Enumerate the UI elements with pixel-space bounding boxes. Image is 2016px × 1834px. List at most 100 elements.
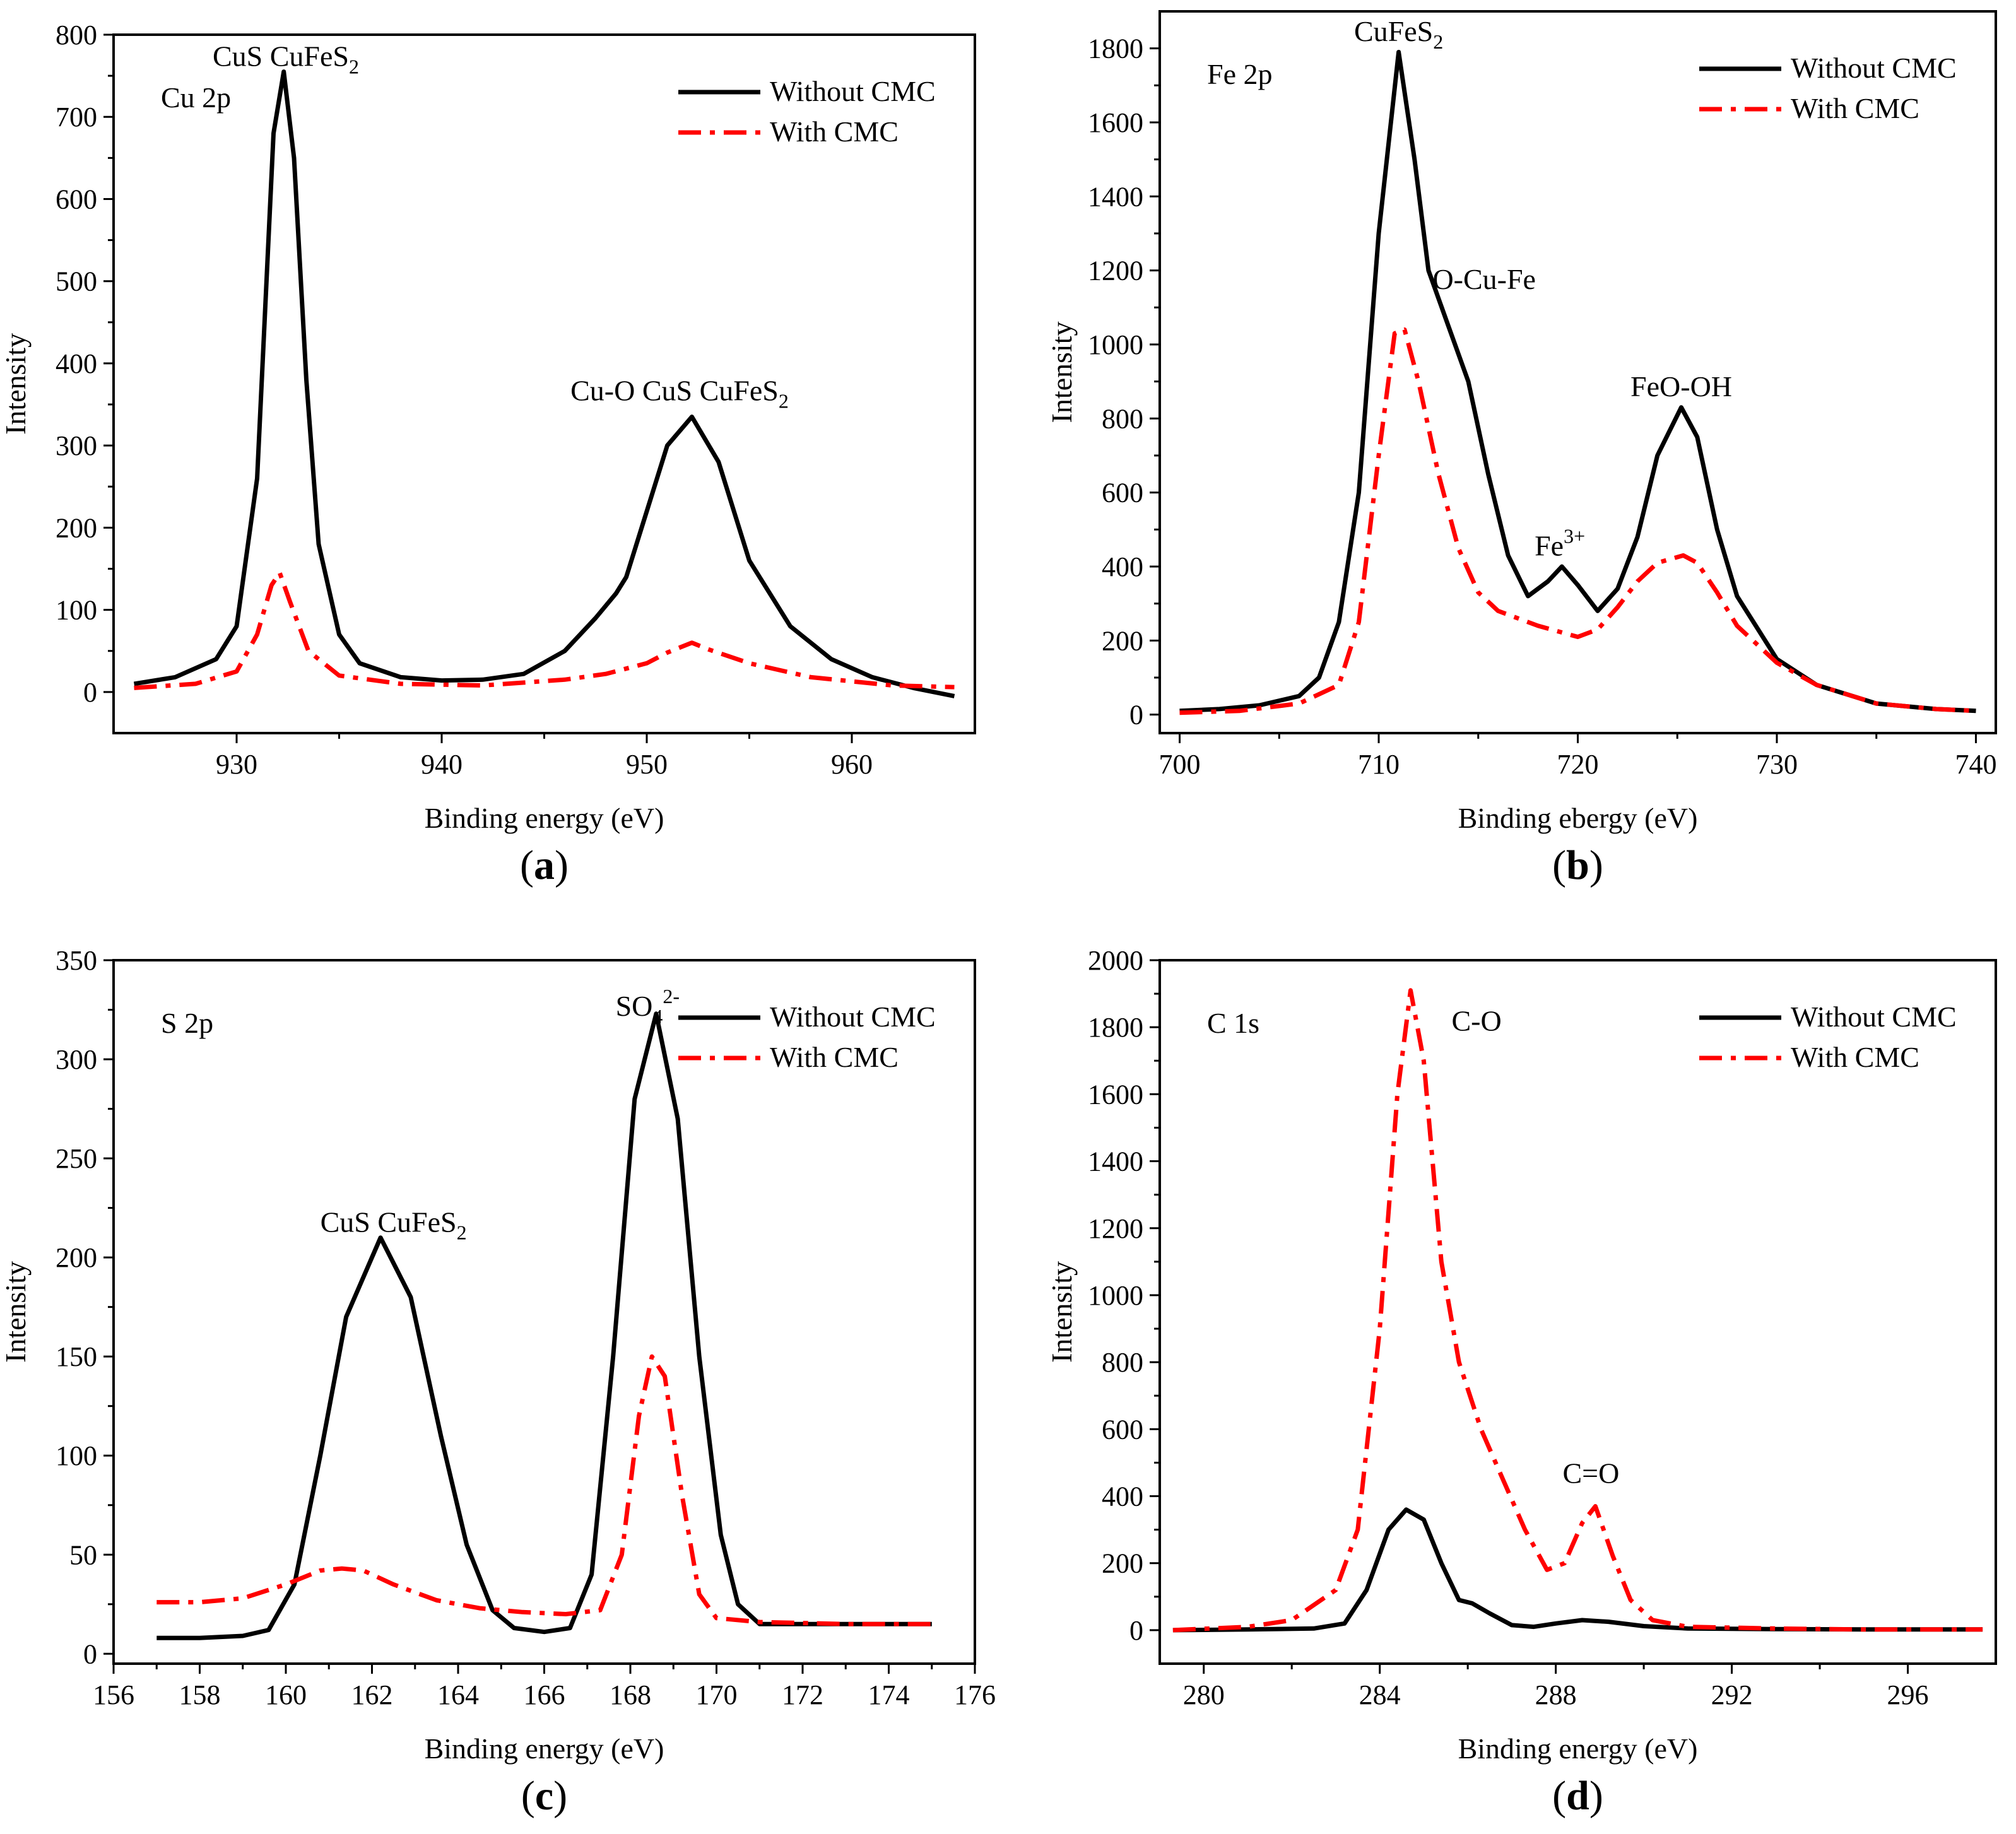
caption-letter: b — [1566, 842, 1589, 888]
y-tick-label: 400 — [1102, 1481, 1143, 1512]
y-tick-label: 200 — [56, 1242, 97, 1273]
x-tick-label: 710 — [1358, 749, 1400, 780]
y-tick-label: 600 — [56, 184, 97, 215]
y-axis-title: Intensity — [0, 333, 32, 435]
peak-annotation-part: 2 — [457, 1221, 467, 1243]
series-line-with-cmc — [134, 570, 955, 690]
y-tick-label: 200 — [56, 512, 97, 543]
peak-annotation-part: CuFeS — [1354, 15, 1433, 47]
x-axis-title: Binding energy (eV) — [425, 1732, 664, 1765]
caption-paren: ) — [1589, 842, 1603, 888]
series-line-without-cmc — [133, 69, 955, 698]
peak-annotation-part: 2 — [349, 55, 359, 78]
peak-annotation: Fe3+ — [1535, 524, 1585, 561]
x-tick-label: 168 — [610, 1679, 651, 1710]
y-tick-label: 250 — [56, 1143, 97, 1174]
panel-element-label: Cu 2p — [161, 81, 231, 114]
y-tick-label: 100 — [56, 1440, 97, 1471]
y-axis-title: Intensity — [1046, 322, 1078, 423]
peak-annotation: SO42- — [616, 985, 680, 1028]
panel-element-label: S 2p — [161, 1007, 213, 1039]
series-line-with-cmc — [1179, 327, 1976, 715]
series-line-without-cmc — [1172, 1507, 1983, 1633]
panel-caption: (b) — [1552, 842, 1603, 888]
x-tick-label: 164 — [437, 1679, 479, 1710]
plot-frame — [1158, 959, 1997, 1665]
y-tick-label: 200 — [1102, 1548, 1143, 1579]
caption-paren: ( — [520, 842, 534, 888]
panel-caption: (c) — [521, 1773, 567, 1819]
y-tick-label: 1400 — [1088, 181, 1143, 212]
x-axis-title: Binding energy (eV) — [1458, 1732, 1698, 1765]
peak-annotation: CuS CuFeS2 — [321, 1206, 467, 1243]
y-tick-label: 350 — [56, 945, 97, 976]
x-tick-label: 172 — [782, 1679, 823, 1710]
peak-annotation-part: CuS CuFeS — [213, 40, 349, 72]
legend-label: Without CMC — [1791, 52, 1957, 84]
y-tick-label: 50 — [69, 1539, 97, 1570]
series-line-with-cmc — [1172, 988, 1983, 1633]
x-tick-label: 280 — [1183, 1679, 1225, 1710]
x-tick-label: 292 — [1711, 1679, 1753, 1710]
x-axis-title: Binding ebergy (eV) — [1458, 802, 1698, 834]
y-tick-label: 1800 — [1088, 33, 1143, 64]
panel-a: 930 940 950 960 0 100 200 300 400 500 600 700 800 Bin… — [0, 20, 976, 888]
peak-annotation: C=O — [1562, 1457, 1619, 1489]
peak-annotation-part: C=O — [1562, 1457, 1619, 1489]
x-axis-title: Binding energy (eV) — [425, 802, 664, 834]
caption-paren: ) — [555, 842, 569, 888]
panel-element-label: Fe 2p — [1207, 58, 1273, 90]
y-tick-label: 800 — [1102, 1347, 1143, 1378]
x-tick-label: 162 — [351, 1679, 393, 1710]
y-tick-label: 1400 — [1088, 1146, 1143, 1177]
panel-c: 156 158 160 162 164 166 168 170 172 174 176 0 50 100 1… — [0, 945, 996, 1819]
peak-annotation: FeO-OH — [1630, 370, 1732, 403]
panel-b: 700 710 720 730 740 0 200 400 600 800 1000 1200 1400… — [1046, 10, 1997, 888]
y-tick-label: 1600 — [1088, 1079, 1143, 1110]
x-tick-label: 166 — [524, 1679, 565, 1710]
caption-letter: c — [535, 1773, 553, 1819]
peak-annotation-part: SO — [616, 990, 653, 1022]
x-tick-label: 740 — [1955, 749, 1996, 780]
y-tick-label: 300 — [56, 430, 97, 461]
peak-annotation: CuFeS2 — [1354, 15, 1443, 53]
legend-label: With CMC — [1791, 1041, 1919, 1073]
legend-label: Without CMC — [770, 75, 936, 107]
legend-label: With CMC — [1791, 92, 1919, 124]
caption-paren: ( — [1552, 842, 1566, 888]
peak-annotation-part: CuS CuFeS — [321, 1206, 457, 1238]
peak-annotation: C-O — [1451, 1005, 1501, 1037]
y-tick-label: 0 — [83, 1638, 97, 1669]
y-tick-label: 500 — [56, 266, 97, 297]
y-tick-label: 1200 — [1088, 1213, 1143, 1244]
series-line-without-cmc — [156, 1011, 932, 1640]
x-tick-label: 176 — [954, 1679, 996, 1710]
x-tick-label: 296 — [1887, 1679, 1929, 1710]
x-tick-label: 174 — [868, 1679, 910, 1710]
peak-annotation: O-Cu-Fe — [1432, 263, 1536, 295]
y-tick-label: 400 — [56, 348, 97, 379]
y-tick-label: 0 — [1129, 1615, 1143, 1646]
y-tick-label: 150 — [56, 1341, 97, 1372]
x-tick-label: 950 — [626, 749, 668, 780]
y-tick-label: 1000 — [1088, 1280, 1143, 1311]
y-axis-title: Intensity — [1046, 1261, 1078, 1363]
panel-d: 280 284 288 292 296 0 200 400 600 800 1000 1200 1400… — [1046, 945, 1997, 1819]
y-tick-label: 300 — [56, 1044, 97, 1075]
x-tick-label: 158 — [179, 1679, 221, 1710]
caption-letter: a — [534, 842, 555, 888]
legend-label: With CMC — [770, 1041, 899, 1073]
x-tick-label: 930 — [216, 749, 257, 780]
peak-annotation-part: C-O — [1451, 1005, 1501, 1037]
peak-annotation-part: FeO-OH — [1630, 370, 1732, 403]
y-tick-label: 400 — [1102, 551, 1143, 582]
peak-annotation-part: 2- — [663, 985, 680, 1008]
x-tick-label: 730 — [1756, 749, 1798, 780]
peak-annotation: Cu-O CuS CuFeS2 — [570, 375, 789, 413]
caption-paren: ( — [1552, 1773, 1566, 1819]
panel-caption: (a) — [520, 842, 569, 888]
y-tick-label: 800 — [56, 20, 97, 50]
legend-label: Without CMC — [1791, 1001, 1957, 1033]
caption-paren: ( — [521, 1773, 535, 1819]
